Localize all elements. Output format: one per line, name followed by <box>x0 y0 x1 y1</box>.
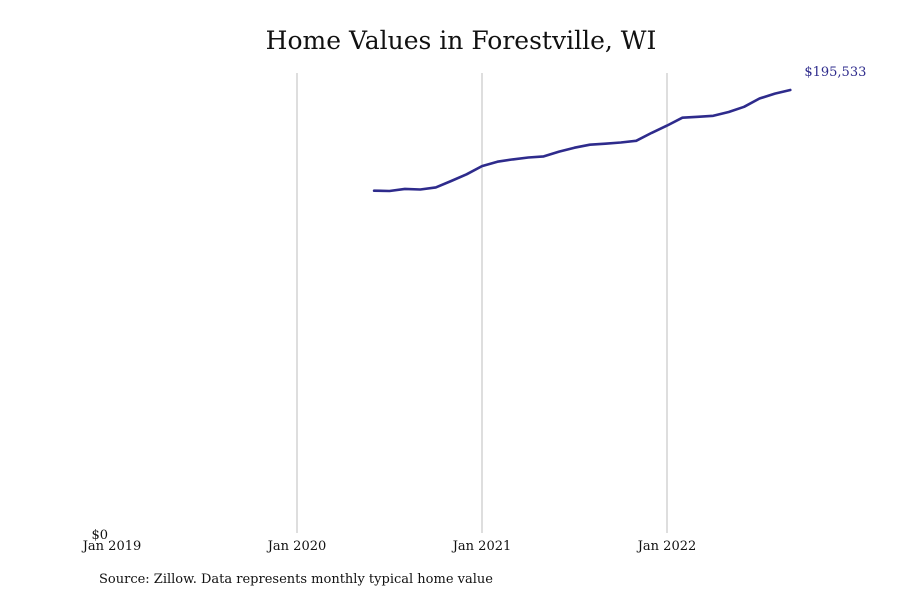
labels-layer: Jan 2019 Jan 2020 Jan 2021 Jan 2022 $0 $195,5… <box>81 65 867 554</box>
x-tick-label: Jan 2021 <box>451 539 512 554</box>
series-layer <box>372 88 792 193</box>
x-tick-label: Jan 2020 <box>266 539 327 554</box>
source-note: Source: Zillow. Data represents monthly … <box>99 572 493 587</box>
end-value-label: $195,533 <box>804 65 866 80</box>
series-line <box>372 88 792 193</box>
x-tick-label: Jan 2019 <box>81 539 142 554</box>
x-tick-label: Jan 2022 <box>636 539 697 554</box>
y-tick-label: $0 <box>91 528 108 543</box>
chart-title: Home Values in Forestville, WI <box>265 26 657 55</box>
gridlines <box>296 73 668 533</box>
